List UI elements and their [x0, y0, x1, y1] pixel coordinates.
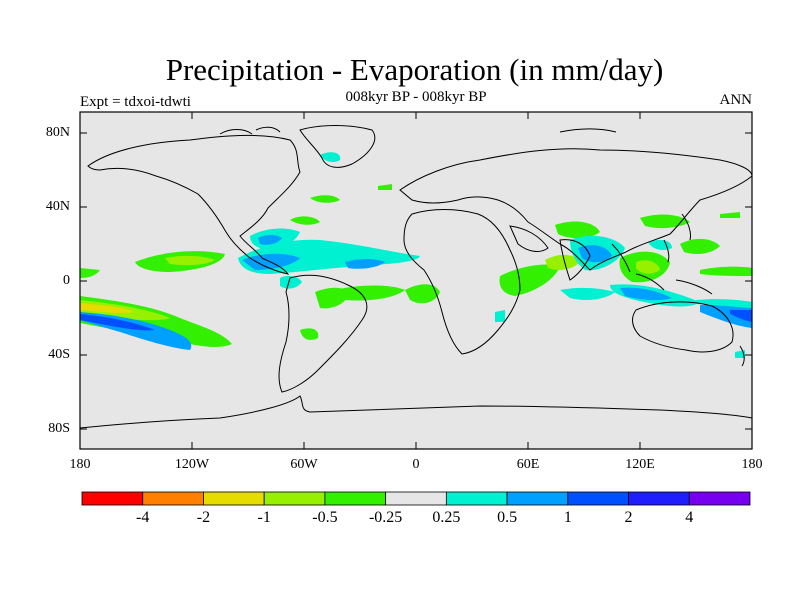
field-region [290, 216, 320, 225]
colorbar-swatch [385, 491, 447, 506]
experiment-label: Expt = tdxoi-tdwti [80, 94, 191, 110]
field-region [405, 284, 440, 304]
colorbar [81, 491, 751, 506]
colorbar-label: -4 [136, 509, 150, 526]
colorbar-label: 1 [563, 509, 572, 526]
field-region [80, 314, 155, 331]
longitude-tick-label: 60E [516, 457, 540, 472]
field-region [680, 238, 720, 254]
field-region [320, 152, 341, 163]
field-region [495, 310, 505, 322]
field-region [620, 287, 672, 301]
colorbar-swatch [445, 491, 508, 506]
field-region [345, 259, 385, 269]
colorbar-swatch [203, 491, 265, 506]
field-region [700, 266, 752, 276]
latitude-tick-label: 80S [48, 421, 70, 436]
field-region [258, 235, 282, 245]
longitude-tick-label: 120E [625, 457, 655, 472]
field-region [335, 285, 405, 301]
field-region [648, 240, 672, 250]
field-region [165, 255, 215, 266]
latitude-tick-label: 80N [45, 125, 70, 140]
field-region [545, 254, 580, 270]
map-background [80, 112, 752, 449]
field-region [555, 221, 600, 239]
coastlines [80, 125, 752, 429]
colorbar-label: 4 [685, 509, 694, 526]
field-region [80, 303, 135, 313]
field-region [378, 184, 392, 190]
longitude-tick-label: 0 [412, 457, 420, 472]
colorbar-swatch [263, 491, 326, 506]
longitude-tick-label: 180 [741, 457, 763, 472]
field-region [310, 195, 340, 203]
longitude-tick-label: 60W [290, 457, 318, 472]
colorbar-swatch [567, 491, 629, 506]
latitude-tick-label: 40S [48, 347, 70, 362]
field-region [696, 299, 752, 308]
longitude-tick-label: 180 [69, 457, 91, 472]
colorbar-label: -1 [257, 509, 271, 526]
colorbar-label: 0.25 [432, 509, 461, 526]
latitude-tick-label: 0 [63, 273, 70, 288]
field-region [80, 268, 100, 278]
colorbar-label: 2 [624, 509, 633, 526]
colorbar-swatch [324, 491, 387, 506]
plot-subtitle: 008kyr BP - 008kyr BP [345, 89, 487, 105]
colorbar-swatch [142, 491, 204, 506]
plot-title: Precipitation - Evaporation (in mm/day) [165, 52, 664, 87]
colorbar-label: -0.25 [368, 509, 403, 526]
field-region [730, 310, 752, 322]
field-region [720, 212, 740, 218]
field-region [560, 287, 615, 300]
colorbar-label: -0.5 [312, 509, 338, 526]
colorbar-label: -2 [196, 509, 211, 526]
colorbar-swatch [506, 491, 569, 506]
axis-ticks [79, 112, 753, 449]
season-label: ANN [719, 92, 753, 108]
field-region [636, 260, 660, 274]
field-region [280, 275, 302, 289]
colorbar-swatch [628, 491, 690, 506]
field-region [499, 264, 560, 296]
colorbar-label: 0.5 [497, 509, 518, 526]
colorbar-swatch [688, 491, 751, 506]
field-region [640, 214, 690, 229]
colorbar-swatch [81, 491, 144, 506]
precip-field [80, 152, 752, 358]
field-region [300, 328, 319, 340]
longitude-tick-label: 120W [174, 457, 210, 472]
latitude-tick-label: 40N [45, 199, 70, 214]
